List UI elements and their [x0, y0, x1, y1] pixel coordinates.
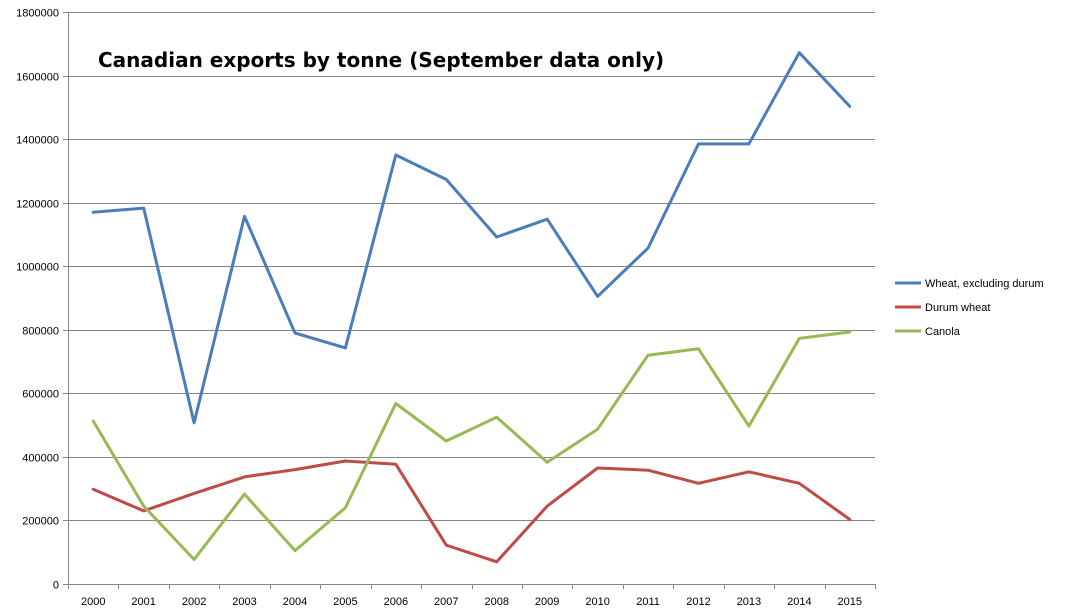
x-tick-label: 2008	[484, 596, 508, 608]
x-tick-label: 2006	[384, 596, 408, 608]
y-axis-ticks: 0 200000 400000 600000 800000 1000000 1200000 1…	[16, 8, 59, 592]
x-tick-label: 2003	[232, 596, 256, 608]
legend: Wheat, excluding durum Durum wheat Canola	[895, 278, 1044, 338]
legend-label: Durum wheat	[925, 302, 990, 314]
x-tick-label: 2014	[787, 596, 811, 608]
x-tick-label: 2000	[81, 596, 105, 608]
legend-label: Canola	[925, 326, 961, 338]
series-line	[91, 459, 852, 564]
x-axis-ticks: 2000 2001 2002 2003 2004 2005 2006 2007 2008 2009…	[81, 596, 862, 608]
y-tick-label: 800000	[22, 326, 59, 338]
gridlines	[68, 12, 875, 521]
y-tick-label: 1400000	[16, 135, 59, 147]
x-tick-label: 2011	[636, 596, 660, 608]
y-tick-label: 1200000	[16, 199, 59, 211]
y-tick-label: 600000	[22, 389, 59, 401]
y-tick-label: 1800000	[16, 8, 59, 20]
x-tick-label: 2004	[283, 596, 307, 608]
legend-label: Wheat, excluding durum	[925, 278, 1044, 290]
series-line	[91, 330, 852, 561]
x-tick-label: 2009	[535, 596, 559, 608]
x-tick-label: 2001	[131, 596, 155, 608]
axes	[63, 12, 876, 589]
x-tick-label: 2015	[838, 596, 862, 608]
x-tick-label: 2007	[434, 596, 458, 608]
x-tick-label: 2005	[333, 596, 357, 608]
y-tick-label: 400000	[22, 453, 59, 465]
x-tick-label: 2012	[686, 596, 710, 608]
y-tick-label: 200000	[22, 516, 59, 528]
series-line	[91, 51, 852, 425]
chart-title: Canadian exports by tonne (September dat…	[98, 48, 664, 72]
y-tick-label: 1600000	[16, 72, 59, 84]
series-lines	[91, 51, 852, 564]
y-tick-label: 0	[53, 580, 59, 592]
x-tick-label: 2013	[737, 596, 761, 608]
x-tick-label: 2002	[182, 596, 206, 608]
y-tick-label: 1000000	[16, 262, 59, 274]
x-tick-label: 2010	[585, 596, 609, 608]
